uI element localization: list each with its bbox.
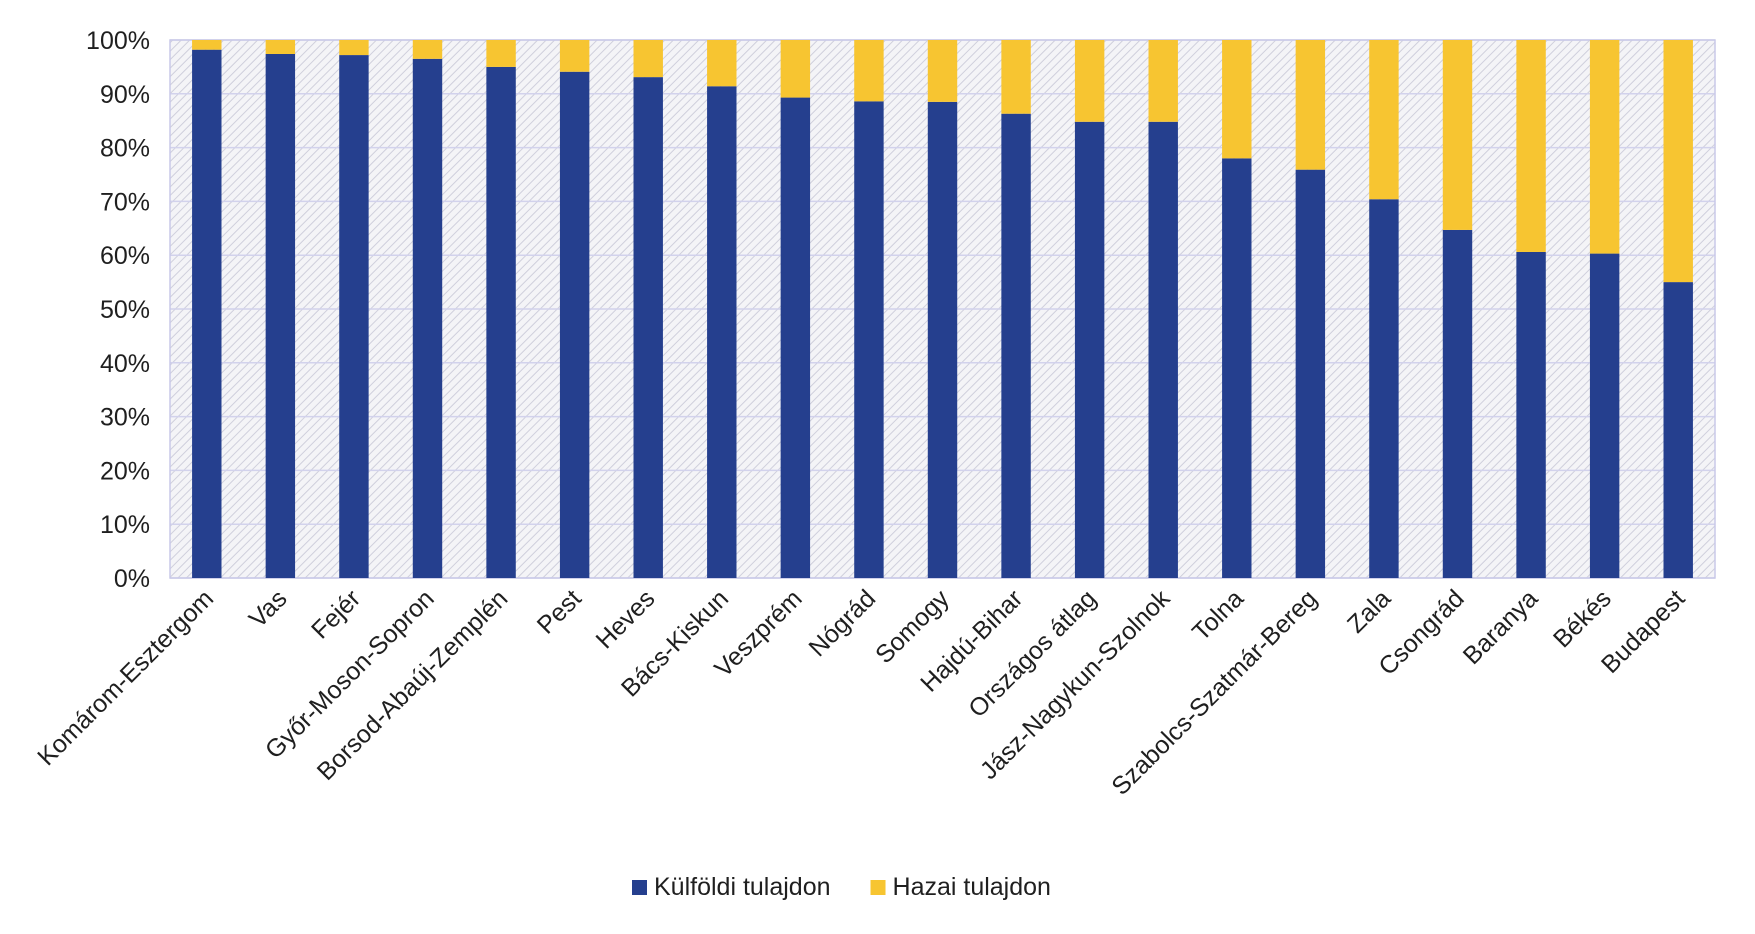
bar-segment-kulfoldi [854, 101, 884, 578]
bar-segment-hazai [265, 40, 296, 54]
bar-segment-kulfoldi [1222, 158, 1252, 579]
x-category-label: Heves [591, 584, 661, 654]
x-category-label: Békés [1548, 584, 1617, 653]
bar-segment-hazai [339, 40, 369, 56]
bar-segment-kulfoldi [412, 58, 443, 578]
bar-segment-hazai [780, 40, 811, 98]
bar-segment-hazai [1074, 40, 1105, 122]
bar-segment-hazai [1295, 40, 1326, 170]
legend-swatch-kulfoldi [632, 880, 647, 895]
y-tick-label: 50% [100, 296, 150, 324]
x-category-label: Komárom-Esztergom [32, 584, 219, 771]
bar-segment-kulfoldi [1589, 253, 1620, 578]
bar-segment-hazai [927, 40, 958, 102]
bar-segment-kulfoldi [265, 53, 296, 579]
y-tick-label: 70% [100, 188, 150, 216]
x-category-label: Vas [244, 584, 293, 633]
bar-segment-hazai [1589, 40, 1620, 254]
y-tick-label: 10% [100, 511, 150, 539]
bar-segment-kulfoldi [1516, 251, 1546, 579]
bar-segment-kulfoldi [192, 49, 222, 578]
x-category-label: Nógrád [803, 584, 881, 662]
bar-segment-hazai [1516, 40, 1546, 252]
bar-segment-kulfoldi [486, 66, 516, 579]
x-category-label: Fejér [306, 584, 366, 644]
bar-segment-hazai [412, 40, 443, 59]
bar-segment-hazai [707, 40, 737, 87]
y-tick-label: 30% [100, 404, 150, 432]
bar-segment-hazai [633, 40, 663, 78]
x-axis-labels: Komárom-Esztergom Vas FejérGyőr-Moson-Sopr… [32, 584, 1690, 801]
bar-segment-hazai [1663, 40, 1693, 283]
y-tick-label: 80% [100, 135, 150, 163]
y-axis-labels: 0% 10% 20% 30% 40% 50% 60% 70% 80% 90% 100% [86, 27, 150, 593]
bar-segment-hazai [1148, 40, 1178, 122]
bar-segment-hazai [854, 40, 884, 102]
bar-segment-hazai [1001, 40, 1031, 114]
x-category-label: Tolna [1187, 584, 1249, 646]
bar-segment-hazai [1222, 40, 1252, 159]
bar-segment-kulfoldi [1001, 113, 1031, 579]
bar-segment-hazai [192, 40, 222, 50]
y-tick-label: 100% [86, 27, 150, 55]
legend-swatch-hazai [870, 880, 886, 895]
bar-segment-kulfoldi [1369, 199, 1399, 579]
bar-segment-hazai [486, 40, 516, 67]
bar-segment-hazai [1442, 40, 1473, 230]
y-tick-label: 40% [100, 350, 150, 378]
bar-segment-hazai [1369, 40, 1399, 200]
y-tick-label: 20% [100, 457, 150, 485]
bar-segment-kulfoldi [559, 71, 590, 578]
bar-segment-kulfoldi [339, 55, 369, 578]
y-tick-label: 60% [100, 242, 150, 270]
legend: Külföldi tulajdon Hazai tulajdon [632, 873, 1051, 901]
x-category-label: Pest [532, 584, 587, 639]
bar-segment-kulfoldi [1295, 169, 1326, 578]
x-category-label: Baranya [1458, 584, 1544, 670]
y-tick-label: 90% [100, 81, 150, 109]
bar-segment-kulfoldi [927, 101, 958, 579]
bar-segment-kulfoldi [1442, 229, 1473, 578]
x-category-label: Országos átlag [963, 584, 1102, 723]
x-category-label: Zala [1342, 584, 1396, 638]
bars [192, 40, 1693, 579]
bar-segment-hazai [559, 40, 590, 72]
bar-segment-kulfoldi [1663, 282, 1693, 578]
y-tick-label: 0% [114, 565, 150, 593]
legend-label-kulfoldi: Külföldi tulajdon [654, 873, 831, 901]
legend-label-hazai: Hazai tulajdon [893, 873, 1051, 901]
bar-segment-kulfoldi [1148, 121, 1178, 578]
bar-segment-kulfoldi [1074, 121, 1105, 578]
bar-segment-kulfoldi [633, 77, 663, 578]
bar-segment-kulfoldi [707, 86, 737, 578]
bar-segment-kulfoldi [780, 97, 811, 578]
